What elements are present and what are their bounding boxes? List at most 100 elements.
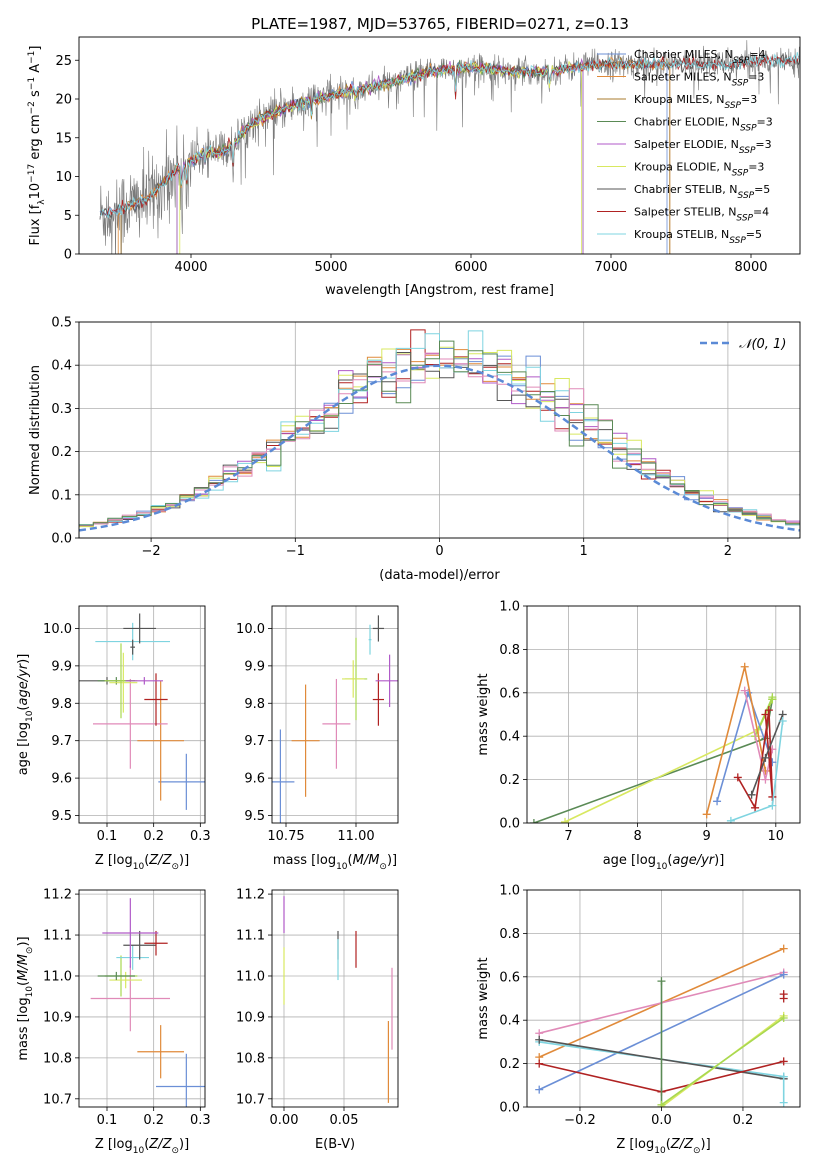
y-tick-label: 0.0 xyxy=(499,817,520,832)
legend-entry: Kroupa ELODIE, NSSP=3 xyxy=(634,161,764,179)
x-tick-label: 9 xyxy=(703,829,711,844)
axes-spectrum: 4000 5000 6000 7000 8000 0 5 10 15 20 25 wavelength… xyxy=(27,36,801,298)
y-axis-label: Flux [fλ10−17 erg cm−2 s−1 A−1] xyxy=(27,46,47,246)
x-tick-label: 5000 xyxy=(314,260,347,275)
x-tick-label: 10 xyxy=(768,829,785,844)
y-tick-label: 0.5 xyxy=(51,316,72,331)
x-tick-label: 0.2 xyxy=(733,1113,754,1128)
y-tick-label: 0.8 xyxy=(499,643,520,658)
x-tick-label: 0.2 xyxy=(143,829,164,844)
x-axis-label: age [log10(age/yr)] xyxy=(603,853,725,872)
axes-frame xyxy=(78,605,206,824)
weight-marker xyxy=(779,944,788,953)
weight-marker xyxy=(535,1035,544,1044)
x-tick-label: 0.0 xyxy=(651,1113,672,1128)
y-tick-label: 0 xyxy=(64,248,72,263)
y-tick-label: 11.0 xyxy=(236,969,265,984)
legend-entry: Salpeter ELODIE, NSSP=3 xyxy=(634,138,772,156)
plot-area-mass-Z xyxy=(90,898,205,1107)
y-tick-label: 10.7 xyxy=(43,1092,72,1107)
weight-marker xyxy=(726,816,735,823)
y-tick-label: 9.8 xyxy=(244,697,265,712)
y-axis-label: mass [log10(M/M⊙)] xyxy=(16,936,35,1060)
plot-area-weight-Z xyxy=(535,944,788,1107)
x-tick-label: 0.1 xyxy=(97,1113,118,1128)
weight-marker xyxy=(761,775,770,784)
axes-residuals: −2 −1 0 1 2 0.0 0.1 0.2 0.3 0.4 0.5 (data-model)/er… xyxy=(28,316,801,583)
y-axis-label: mass weight xyxy=(476,673,491,755)
y-tick-label: 0.6 xyxy=(499,686,520,701)
weight-marker xyxy=(779,1098,788,1107)
x-axis-label: Z [log10(Z/Z⊙)] xyxy=(95,1137,189,1156)
x-tick-label: 7 xyxy=(564,829,572,844)
y-tick-label: 20 xyxy=(55,93,72,108)
spectrum-model-line xyxy=(99,55,800,218)
x-tick-label: −0.2 xyxy=(564,1113,596,1128)
weight-line xyxy=(533,699,774,823)
axes-frame xyxy=(78,36,801,255)
legend: Chabrier MILES, NSSP=4 Salpeter MILES, NS… xyxy=(597,48,773,246)
figure-title: PLATE=1987, MJD=53765, FIBERID=0271, z=0… xyxy=(251,15,629,33)
y-tick-label: 9.5 xyxy=(51,809,72,824)
weight-line xyxy=(661,1017,785,1106)
plot-area-age-mass xyxy=(272,615,398,823)
weight-marker xyxy=(702,810,711,819)
weight-marker xyxy=(761,753,770,762)
y-tick-label: 0.2 xyxy=(499,773,520,788)
x-tick-label: 1 xyxy=(580,544,588,559)
axes-frame xyxy=(78,321,801,539)
weight-marker xyxy=(764,706,773,715)
x-tick-label: 0.05 xyxy=(330,1113,359,1128)
weight-marker xyxy=(535,1085,544,1094)
weight-marker xyxy=(740,686,749,695)
x-tick-label: 10.75 xyxy=(267,829,304,844)
weight-marker xyxy=(733,773,742,782)
x-tick-label: 0 xyxy=(435,544,443,559)
y-tick-label: 0.4 xyxy=(499,1014,520,1029)
y-tick-label: 11.1 xyxy=(236,929,265,944)
x-tick-label: 4000 xyxy=(174,260,207,275)
y-tick-label: 9.9 xyxy=(51,659,72,674)
y-tick-label: 10.7 xyxy=(236,1092,265,1107)
x-axis-label: Z [log10(Z/Z⊙)] xyxy=(616,1137,710,1156)
y-tick-label: 0.2 xyxy=(51,445,72,460)
weight-marker xyxy=(778,717,787,726)
y-tick-label: 25 xyxy=(55,54,72,69)
y-tick-label: 1.0 xyxy=(499,600,520,615)
y-tick-label: 10 xyxy=(55,170,72,185)
axes-mass-Z: 0.1 0.2 0.3 10.7 10.8 10.9 11.0 11.1 11.2 Z [log1… xyxy=(16,888,211,1156)
legend-entry: Salpeter MILES, NSSP=3 xyxy=(634,71,764,89)
x-tick-label: 11.00 xyxy=(337,829,374,844)
y-tick-label: 11.0 xyxy=(43,969,72,984)
x-axis-label: Z [log10(Z/Z⊙)] xyxy=(95,853,189,872)
weight-marker xyxy=(779,1072,788,1081)
axes-frame xyxy=(526,605,801,824)
axes-age-Z: 0.1 0.2 0.3 9.5 9.6 9.7 9.8 9.9 10.0 Z [log10(Z/Z… xyxy=(16,605,211,872)
spectrum-model-line xyxy=(99,52,800,219)
y-tick-label: 9.7 xyxy=(51,734,72,749)
legend-entry: Kroupa STELIB, NSSP=5 xyxy=(634,228,762,246)
weight-marker xyxy=(747,790,756,799)
y-tick-label: 0.4 xyxy=(499,730,520,745)
weight-marker xyxy=(779,970,788,979)
y-tick-label: 11.2 xyxy=(236,888,265,903)
y-tick-label: 0.6 xyxy=(499,970,520,985)
legend-entry: Salpeter STELIB, NSSP=4 xyxy=(634,206,769,224)
y-axis-label: mass weight xyxy=(476,957,491,1039)
gaussian-curve xyxy=(79,364,800,532)
y-tick-label: 10.0 xyxy=(236,622,265,637)
legend-entry: Kroupa MILES, NSSP=3 xyxy=(634,93,757,111)
axes-frame xyxy=(526,889,801,1108)
y-tick-label: 0.8 xyxy=(499,927,520,942)
weight-marker xyxy=(529,819,538,823)
legend-entry: Chabrier MILES, NSSP=4 xyxy=(634,48,766,66)
y-tick-label: 9.6 xyxy=(51,772,72,787)
weight-marker xyxy=(779,1014,788,1023)
weight-marker xyxy=(768,801,777,810)
x-axis-label: (data-model)/error xyxy=(379,568,500,583)
x-tick-label: 8000 xyxy=(734,260,767,275)
x-tick-label: 8 xyxy=(633,829,641,844)
y-tick-label: 0.0 xyxy=(499,1101,520,1116)
y-tick-label: 0.2 xyxy=(499,1057,520,1072)
plot-area-weight-age xyxy=(529,662,787,823)
